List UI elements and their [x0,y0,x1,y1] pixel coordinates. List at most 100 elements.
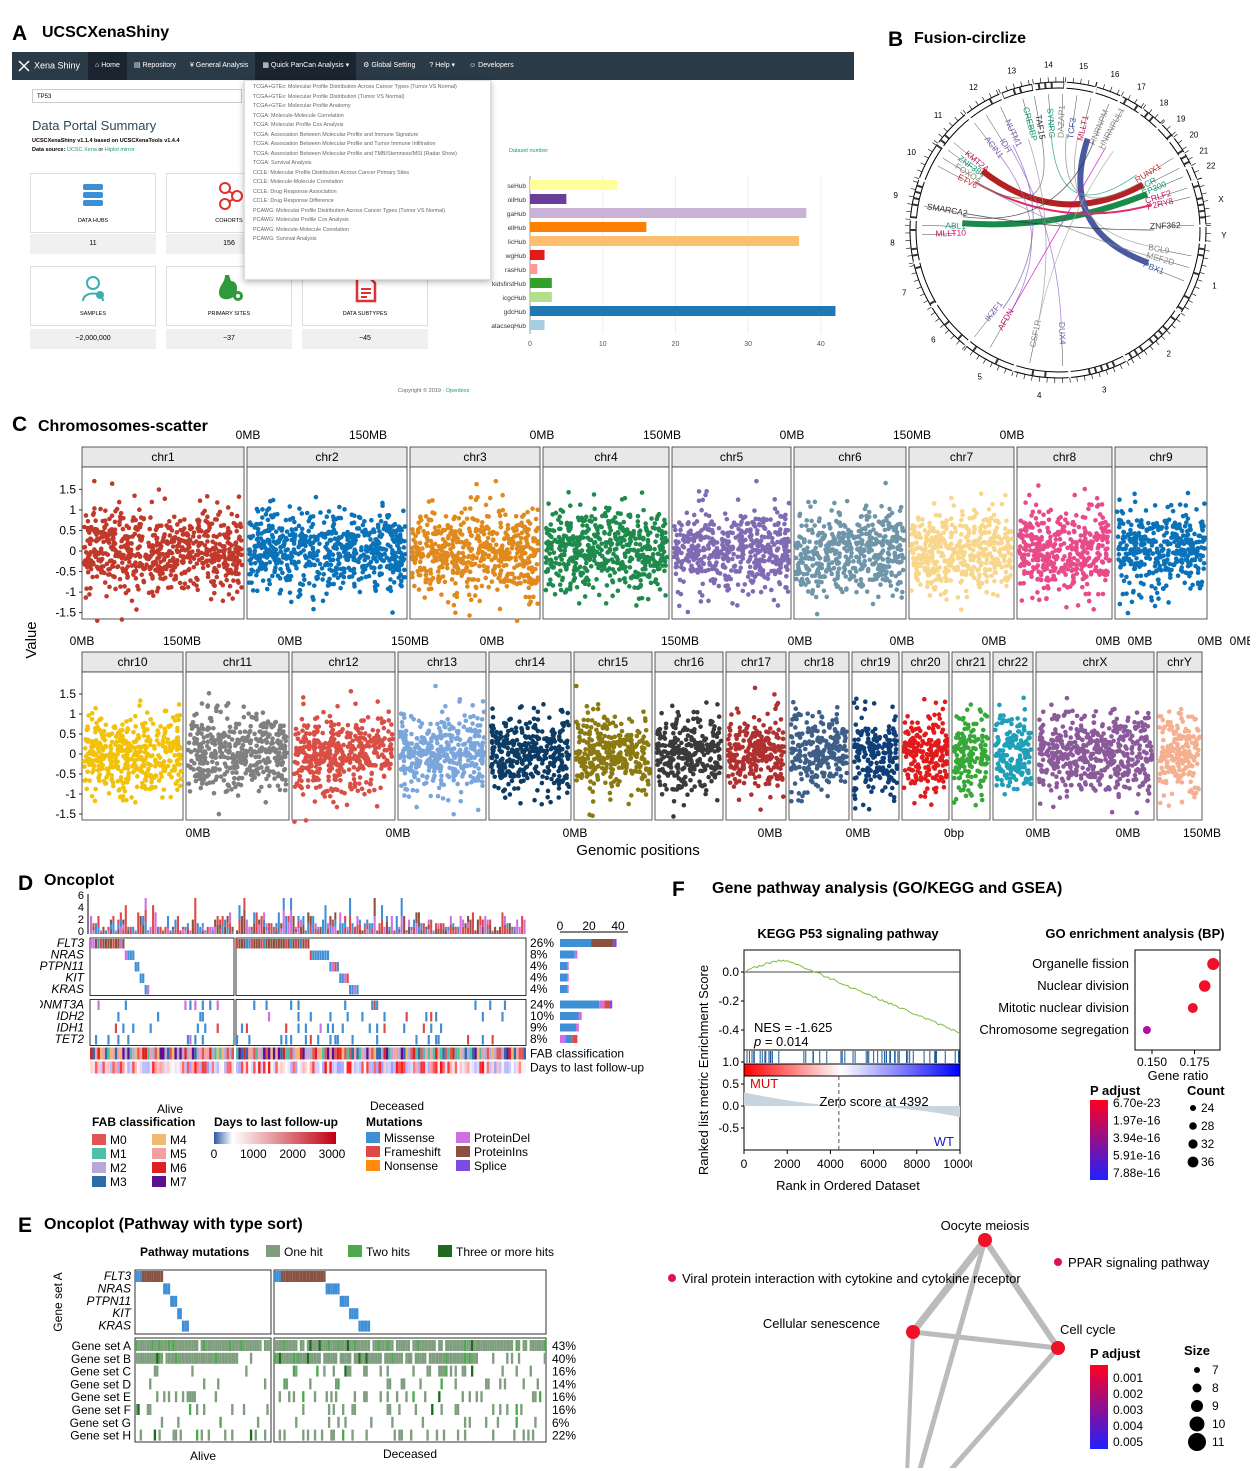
scatter-point [483,545,489,550]
dropdown-item[interactable]: TCGA: Survival Analysis [253,160,312,166]
scatter-point [423,541,429,547]
scatter-point [385,542,391,548]
search-input[interactable]: TP53 [32,89,242,103]
nav-global-setting[interactable]: ⚙ Global Setting [363,62,416,69]
dropdown-item[interactable]: TCGA: Association Between Molecular Prof… [253,131,419,138]
scatter-point [392,521,398,527]
cytoband [1148,115,1154,122]
scatter-point [398,555,403,561]
dropdown-item[interactable]: PCAWG: Molecular Profile Distribution Ac… [253,207,446,214]
scatter-point [1100,591,1106,597]
dropdown-item[interactable]: CCLE: Drug Response Difference [253,198,334,204]
tab-dataset-number[interactable]: Dataset number [509,148,549,154]
dropdown-item[interactable]: PCAWG: Survival Analysis [253,236,317,242]
axis-tick [1131,358,1135,364]
axis-tick [1140,103,1144,108]
ucsc-xena-link[interactable]: UCSC Xena [66,147,97,153]
scatter-point [999,579,1004,584]
scatter-point [109,481,115,487]
scatter-point [326,509,332,514]
dropdown-item[interactable]: TCGA: Molecule-Molecule Correlation [253,112,344,119]
scatter-point [311,606,316,612]
scatter-point [442,579,448,585]
scatter-point [371,556,376,561]
scatter-point [754,538,759,544]
scatter-point [858,577,864,582]
axis-tick [1166,330,1171,335]
dropdown-item[interactable]: PCAWG: Molecular Profile Cox Analysis [253,217,349,223]
dropdown-item[interactable]: TCGA: Molecular Profile Cox Analysis [253,122,344,128]
scatter-point [396,565,402,571]
scatter-point [524,538,529,544]
scatter-point [929,579,935,585]
card-label: SAMPLES [80,311,106,317]
cytoband [1133,104,1139,111]
scatter-point [1100,520,1105,526]
scatter-point [481,563,486,569]
scatter-point [232,558,237,564]
dropdown-item[interactable]: CCLE: Molecular Profile Distribution Acr… [253,169,410,176]
scatter-point [1174,537,1180,542]
nav-help[interactable]: ? Help ▾ [429,62,456,69]
scatter-point [202,543,208,548]
nav-general-analysis[interactable]: ¥ General Analysis [189,62,249,69]
dropdown-item[interactable]: PCAWG: Molecule-Molecule Correlation [253,226,349,233]
scatter-point [703,568,708,574]
scatter-point [514,618,520,624]
scatter-point [89,524,94,530]
openbiox-link[interactable]: Openbiox [445,388,470,394]
nav-quick-pancan[interactable]: ▦ Quick PanCan Analysis ▾ [255,52,357,80]
dropdown-item[interactable]: CCLE: Drug Response Association [253,188,337,195]
scatter-point [1003,569,1009,575]
dropdown-item[interactable]: TCGA+GTEx: Molecular Profile Distributio… [253,84,457,90]
dropdown-item[interactable]: TCGA: Association Between Molecular Prof… [253,141,436,147]
nav-dev-label: Developers [478,62,514,69]
scatter-point [412,583,417,589]
scatter-point [898,504,904,510]
scatter-point [1084,541,1090,547]
dropdown-item[interactable]: CCLE: Molecule-Molecule Correlation [253,179,344,185]
nav-home[interactable]: ⌂ Home [88,52,127,80]
scatter-point [809,527,815,533]
gene-label: DAZAP1 [1055,105,1066,139]
scatter-point [1023,500,1028,505]
scatter-point [900,567,906,573]
scatter-point [1185,547,1191,552]
nav-developers[interactable]: ☺ Developers [469,62,514,69]
dropdown-item[interactable]: TCGA+GTEx: Molecular Profile Distributio… [253,93,405,100]
scatter-point [390,537,396,542]
scatter-point [490,567,496,573]
scatter-point [291,559,297,565]
scatter-point [824,594,830,600]
scatter-point [578,573,584,578]
scatter-point [817,530,822,536]
hiplot-link[interactable]: Hiplot mirror [104,147,135,153]
scatter-point [314,552,319,558]
scatter-point [247,551,253,557]
scatter-point [150,546,156,551]
scatter-point [954,550,960,556]
scatter-point [805,545,810,551]
axis-tick [906,247,912,249]
scatter-point [1146,552,1151,558]
dropdown-item[interactable]: TCGA: Association Between Molecular Prof… [253,150,457,157]
nav-repository[interactable]: ▤ Repository [133,62,176,69]
scatter-point [994,556,1000,562]
scatter-point [948,578,954,583]
cytoband [1099,365,1104,372]
axis-tick [1126,360,1130,366]
scatter-point [911,550,916,556]
dropdown-item[interactable]: TCGA+GTEx: Molecular Profile Anatomy [253,103,351,109]
axis-tick [914,176,920,180]
scatter-point [965,538,971,544]
scatter-point [168,572,174,578]
scatter-point [158,576,163,581]
scatter-point [639,595,645,601]
bar [530,208,807,218]
scatter-point [393,558,398,564]
scatter-point [477,563,482,569]
scatter-point [1061,541,1067,546]
brand-logo[interactable]: Xena Shiny [12,60,88,72]
scatter-point [725,556,731,562]
scatter-point [469,577,475,582]
